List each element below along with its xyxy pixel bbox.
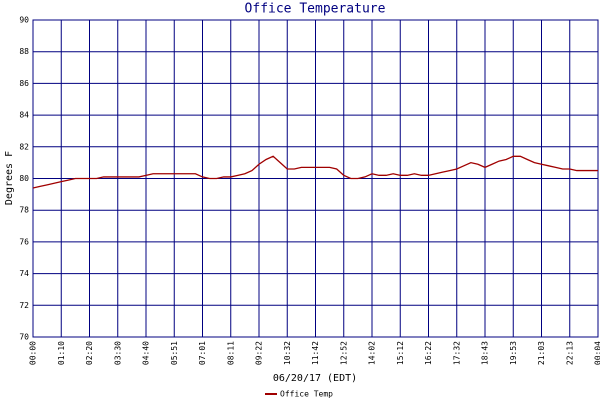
x-tick-label: 22:13 [565,341,574,365]
x-axis-label: 06/20/17 (EDT) [273,373,357,384]
y-tick-label: 86 [19,79,29,88]
chart-title: Office Temperature [245,2,386,17]
x-tick-label: 18:43 [481,341,490,365]
x-tick-label: 01:10 [57,341,66,365]
y-tick-label: 90 [19,16,29,25]
x-tick-label: 08:11 [226,341,235,365]
x-tick-label: 17:32 [452,341,461,365]
y-tick-label: 82 [19,142,29,151]
x-tick-label: 14:02 [368,341,377,365]
x-tick-label: 12:52 [339,341,348,365]
x-tick-label: 02:20 [85,341,94,365]
y-tick-label: 76 [19,237,29,246]
legend-label: Office Temp [280,390,333,399]
x-tick-label: 19:53 [509,341,518,365]
x-tick-label: 03:30 [113,341,122,365]
x-tick-label: 00:00 [29,341,38,365]
x-tick-label: 05:51 [170,341,179,365]
x-tick-label: 09:22 [255,341,264,365]
x-tick-label: 15:12 [396,341,405,365]
y-tick-label: 84 [19,111,29,120]
y-tick-label: 70 [19,333,29,342]
x-tick-label: 21:03 [537,341,546,365]
y-tick-label: 74 [19,269,29,278]
x-tick-label: 04:40 [142,341,151,365]
x-tick-label: 16:22 [424,341,433,365]
y-tick-label: 88 [19,47,29,56]
x-tick-label: 10:32 [283,341,292,365]
y-tick-label: 72 [19,301,29,310]
y-axis-label: Degrees F [4,151,15,205]
data-line [32,155,598,189]
x-tick-label: 11:42 [311,341,320,365]
x-tick-label: 00:04 [594,341,600,365]
y-tick-label: 80 [19,174,29,183]
x-tick-label: 07:01 [198,341,207,365]
y-tick-label: 78 [19,206,29,215]
